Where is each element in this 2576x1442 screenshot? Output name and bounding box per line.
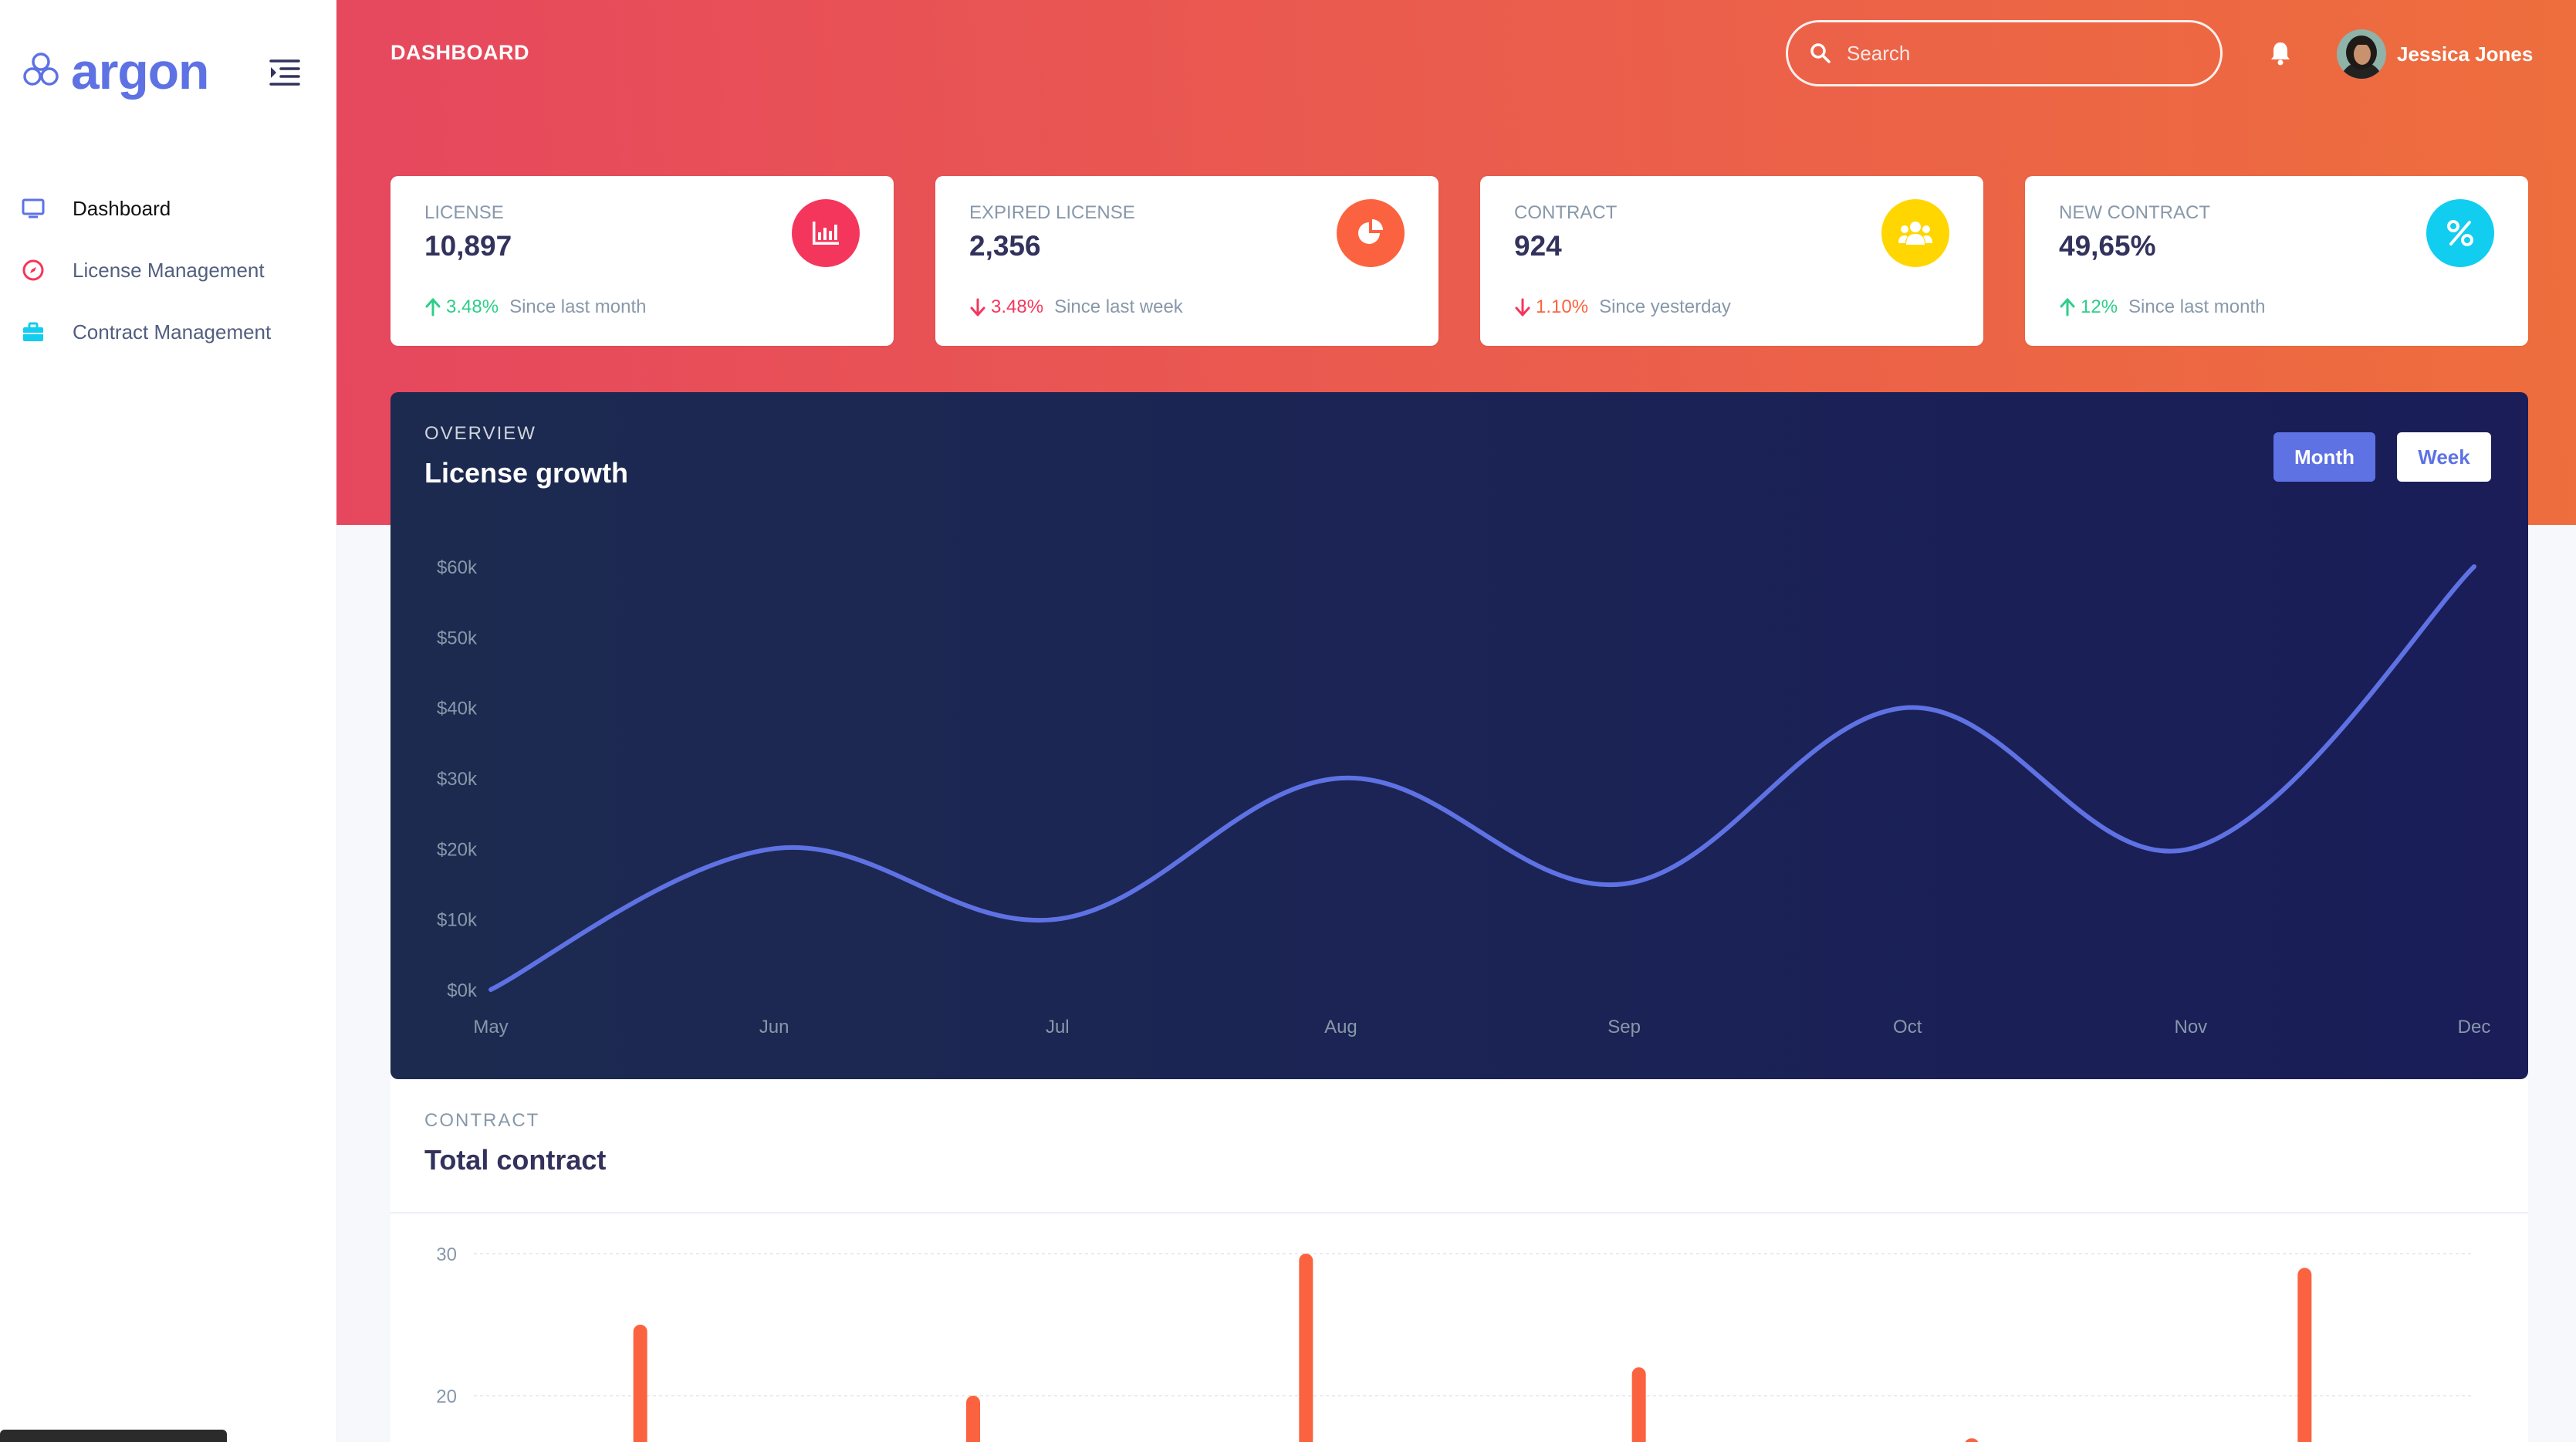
bar [633,1325,647,1442]
bar [1631,1367,1646,1442]
chart-pie-icon [1337,199,1405,267]
x-tick-label: Jul [1046,1017,1070,1037]
card-value: 49,65% [2059,230,2156,262]
card-value: 924 [1514,230,1562,262]
card-title: EXPIRED LICENSE [969,202,1135,223]
x-tick-label: Aug [1324,1017,1357,1037]
bar [1299,1254,1313,1442]
menu-indent-icon [269,59,300,86]
stat-card-license: LICENSE 10,897 3.48% Since last month [390,176,894,346]
card-change: 3.48% [991,296,1044,317]
bar [966,1396,980,1442]
users-icon [1881,199,1949,267]
x-tick-label: Sep [1607,1017,1641,1037]
page-title: DASHBOARD [390,41,529,64]
y-tick-label: $0k [447,980,478,1001]
arrow-down-icon [1515,298,1530,316]
briefcase-icon [20,319,46,345]
card-change: 1.10% [1536,296,1589,317]
x-tick-label: Jun [759,1017,789,1037]
license-growth-chart: $0k $10k $20k $30k $40k $50k $60k May Jun Jul Aug S… [437,557,2491,1037]
x-tick-label: Dec [2458,1017,2491,1037]
brand-name: argon [71,42,209,100]
x-tick-label: Oct [1893,1017,1922,1037]
card-change: 12% [2081,296,2118,317]
sidebar-item-label: Contract Management [73,320,272,344]
y-tick-label: $20k [437,839,478,860]
user-name[interactable]: Jessica Jones [2397,42,2534,66]
y-tick-label: 20 [436,1386,457,1407]
sidebar: argon Dashboard License Management [0,0,337,1442]
arrow-up-icon [425,298,441,316]
y-tick-label: 30 [436,1244,457,1265]
card-footer: 3.48% Since last week [969,296,1183,318]
arrow-up-icon [2060,298,2075,316]
sidebar-toggle-button[interactable] [269,57,301,88]
series-line [488,564,2476,992]
arrow-down-icon [970,298,985,316]
y-tick-label: $40k [437,699,478,719]
week-button[interactable]: Week [2397,432,2491,482]
search-bar[interactable] [1786,20,2223,86]
search-input[interactable] [1845,40,2188,66]
card-title: NEW CONTRACT [2059,202,2210,223]
card-footer: 12% Since last month [2059,296,2265,318]
overview-title: License growth [424,457,629,489]
percent-icon [2426,199,2494,267]
x-tick-label: May [473,1017,508,1037]
bar [1965,1438,1979,1442]
stat-card-expired-license: EXPIRED LICENSE 2,356 3.48% Since last w… [935,176,1438,346]
overview-subtitle: OVERVIEW [424,423,536,444]
card-since: Since yesterday [1599,296,1731,317]
y-tick-label: $30k [437,769,478,790]
argon-logo-icon [23,52,59,86]
contract-panel: CONTRACT Total contract 20 30 [390,1079,2528,1442]
sidebar-item-license-management[interactable]: License Management [0,239,336,301]
y-tick-label: $10k [437,910,478,931]
chart-bar-icon [792,199,860,267]
overview-panel: $0k $10k $20k $30k $40k $50k $60k May Jun Jul Aug S… [390,392,2528,1079]
card-footer: 3.48% Since last month [424,296,646,318]
compass-icon [20,257,46,283]
x-tick-label: Nov [2175,1017,2208,1037]
sidebar-item-label: License Management [73,258,265,282]
sidebar-item-dashboard[interactable]: Dashboard [0,178,336,239]
card-since: Since last month [2128,296,2266,317]
contract-title: Total contract [424,1144,607,1176]
sidebar-item-contract-management[interactable]: Contract Management [0,301,336,363]
brand-logo[interactable]: argon [22,40,209,102]
sidebar-nav: Dashboard License Management Contract Ma… [0,178,336,363]
search-icon [1810,43,1831,63]
stat-card-new-contract: NEW CONTRACT 49,65% 12% Since last month [2025,176,2528,346]
browser-status-bar [0,1430,227,1442]
card-value: 2,356 [969,230,1041,262]
card-footer: 1.10% Since yesterday [1514,296,1731,318]
tv-icon [20,195,46,222]
user-avatar[interactable] [2337,29,2386,79]
stat-card-contract: CONTRACT 924 1.10% Since yesterday [1480,176,1983,346]
sidebar-item-label: Dashboard [73,196,171,220]
y-tick-label: $50k [437,628,478,648]
card-title: CONTRACT [1514,202,1618,223]
bell-icon[interactable] [2269,40,2292,66]
card-since: Since last month [509,296,647,317]
card-title: LICENSE [424,202,504,223]
month-button[interactable]: Month [2273,432,2375,482]
card-since: Since last week [1054,296,1183,317]
y-tick-label: $60k [437,557,478,578]
divider [390,1212,2528,1214]
bar [2297,1268,2312,1442]
card-value: 10,897 [424,230,512,262]
contract-subtitle: CONTRACT [424,1110,540,1131]
card-change: 3.48% [446,296,499,317]
